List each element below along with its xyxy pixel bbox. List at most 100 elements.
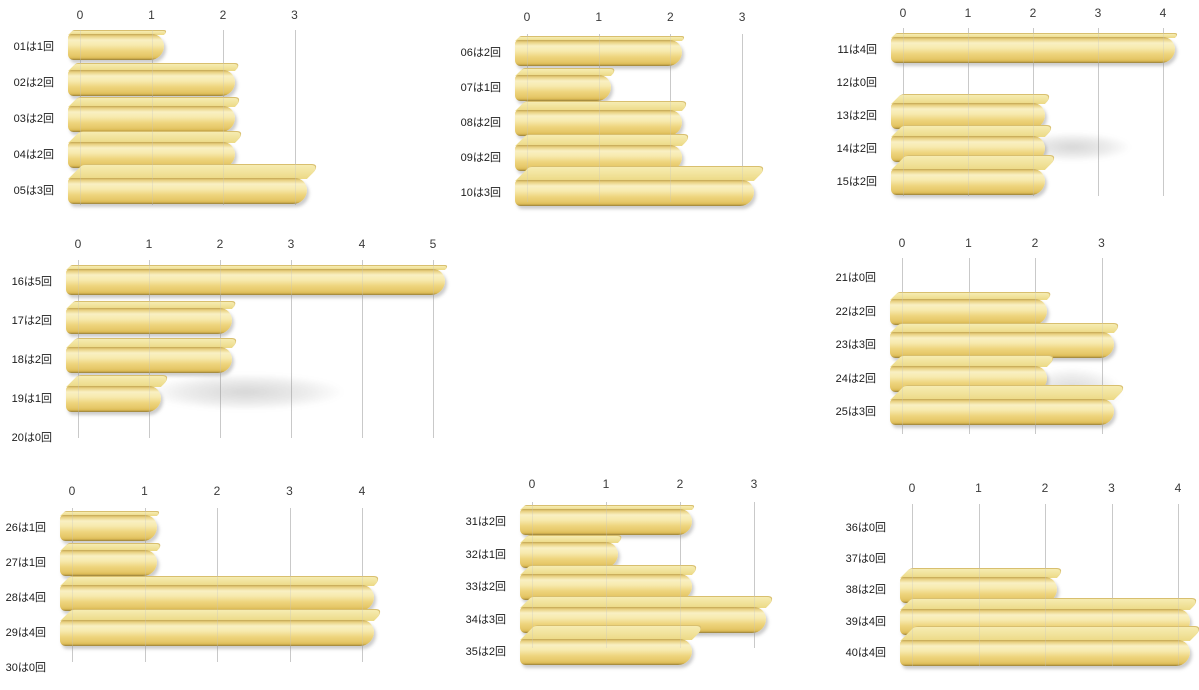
bar-front-face [60, 515, 157, 541]
bar [891, 94, 1055, 129]
gridline [1098, 28, 1099, 196]
gridline [433, 260, 434, 438]
bar-front-face [68, 70, 235, 96]
bar-label: 39は4回 [845, 615, 886, 628]
bar-front-face [520, 541, 618, 568]
gridline [223, 30, 224, 205]
axis-tick-label: 0 [68, 484, 76, 498]
gridline [754, 502, 755, 648]
bar [60, 511, 162, 541]
bar-label: 40は4回 [845, 646, 886, 659]
gridline [151, 30, 153, 205]
bar [520, 505, 697, 535]
bar [515, 36, 688, 66]
bar [520, 625, 707, 665]
gridline [742, 34, 744, 202]
bar [891, 155, 1060, 195]
gridline [294, 30, 296, 205]
axis-tick-label: 0 [528, 477, 536, 491]
gridline [433, 260, 434, 438]
bar-label: 36は0回 [845, 522, 886, 534]
bar-label: 02は2回 [13, 77, 54, 89]
bar [891, 33, 1180, 63]
axis-tick-label: 5 [429, 237, 437, 251]
gridline [968, 258, 970, 434]
axis-tick-label: 2 [667, 10, 674, 24]
bar-label: 22は2回 [835, 305, 876, 318]
bar-front-face [66, 308, 232, 334]
axis-tick-label: 2 [1029, 6, 1037, 20]
gridline [220, 260, 221, 438]
gridline [291, 260, 292, 438]
bar-label: 34は3回 [465, 613, 506, 626]
bar-label: 12は0回 [836, 77, 877, 89]
gridline [903, 28, 904, 196]
axis-tick-label: 3 [738, 10, 746, 24]
gridline [80, 30, 81, 205]
axis-tick-label: 3 [750, 477, 758, 491]
bar [900, 625, 1199, 666]
bar-label: 06は2回 [460, 47, 501, 59]
bar-label: 10は3回 [460, 187, 501, 199]
gridline [291, 260, 292, 438]
bar-front-face [515, 110, 683, 136]
gridline [1045, 504, 1046, 666]
gridline [1033, 28, 1034, 196]
bar-label: 08は2回 [460, 117, 501, 129]
bar-front-face [890, 332, 1114, 358]
bar-front-face [60, 620, 374, 646]
bar-label: 32は1回 [465, 548, 506, 561]
chart-8: 0 1 2 3 4 36は0回 37は0回 38は2回 39は4回 40は4回 [820, 460, 1199, 690]
gridline [742, 34, 744, 202]
axis-tick-label: 1 [975, 481, 982, 495]
axis-tick-label: 2 [676, 477, 684, 491]
gridline [912, 504, 913, 666]
bar-front-face [68, 178, 307, 204]
chart-1: 0 1 2 3 01は1回 02は2回 03は2回 04は2回 05は3回 [0, 0, 400, 230]
bar [68, 131, 247, 168]
bar [68, 30, 169, 60]
bar-label: 29は4回 [5, 627, 46, 639]
gridline [1111, 504, 1113, 666]
axis-tick-label: 0 [74, 237, 82, 251]
axis-tick-label: 2 [219, 8, 227, 22]
bar-front-face [66, 347, 232, 373]
bar-label: 38は2回 [845, 584, 886, 597]
chart-4: 0 1 2 3 4 5 16は5回 17は2回 18は2回 19は1回 20は0回 [0, 230, 500, 460]
bar [68, 97, 245, 132]
axis-tick-label: 1 [965, 236, 972, 250]
gridline [1035, 258, 1036, 434]
bar-label: 33は2回 [465, 581, 506, 593]
bar [66, 265, 450, 295]
bar [890, 291, 1055, 325]
bar-top-face [900, 597, 1199, 610]
axis-tick-label: 3 [286, 484, 293, 498]
bar-label: 26は1回 [5, 522, 46, 534]
bar-label: 21は0回 [835, 272, 876, 284]
bar-label: 16は5回 [11, 276, 52, 288]
gridline [289, 508, 291, 662]
bar-label: 37は0回 [845, 553, 886, 566]
bar-label: 15は2回 [836, 176, 877, 188]
axis-tick-label: 3 [1098, 236, 1105, 250]
gridline [978, 504, 980, 666]
bar-label: 03は2回 [13, 113, 54, 125]
bar [890, 323, 1124, 358]
bar-front-face [68, 34, 164, 60]
bar-front-face [66, 269, 445, 295]
bar-label: 23は3回 [835, 339, 876, 351]
axis-tick-label: 0 [899, 6, 907, 20]
axis-tick-label: 1 [145, 237, 153, 251]
chart-3: 0 1 2 3 4 11は4回 12は0回 13は2回 14は2回 15は2回 [800, 0, 1199, 230]
gridline [294, 30, 296, 205]
bar-label: 17は2回 [11, 315, 52, 327]
gridline [527, 34, 528, 202]
bar-front-face [891, 37, 1175, 63]
gridline [362, 260, 363, 438]
gridline [362, 508, 363, 662]
bar-front-face [890, 399, 1114, 425]
axis-tick-label: 3 [291, 8, 298, 22]
bar-front-face [68, 106, 235, 132]
bar-label: 28は4回 [5, 592, 46, 604]
